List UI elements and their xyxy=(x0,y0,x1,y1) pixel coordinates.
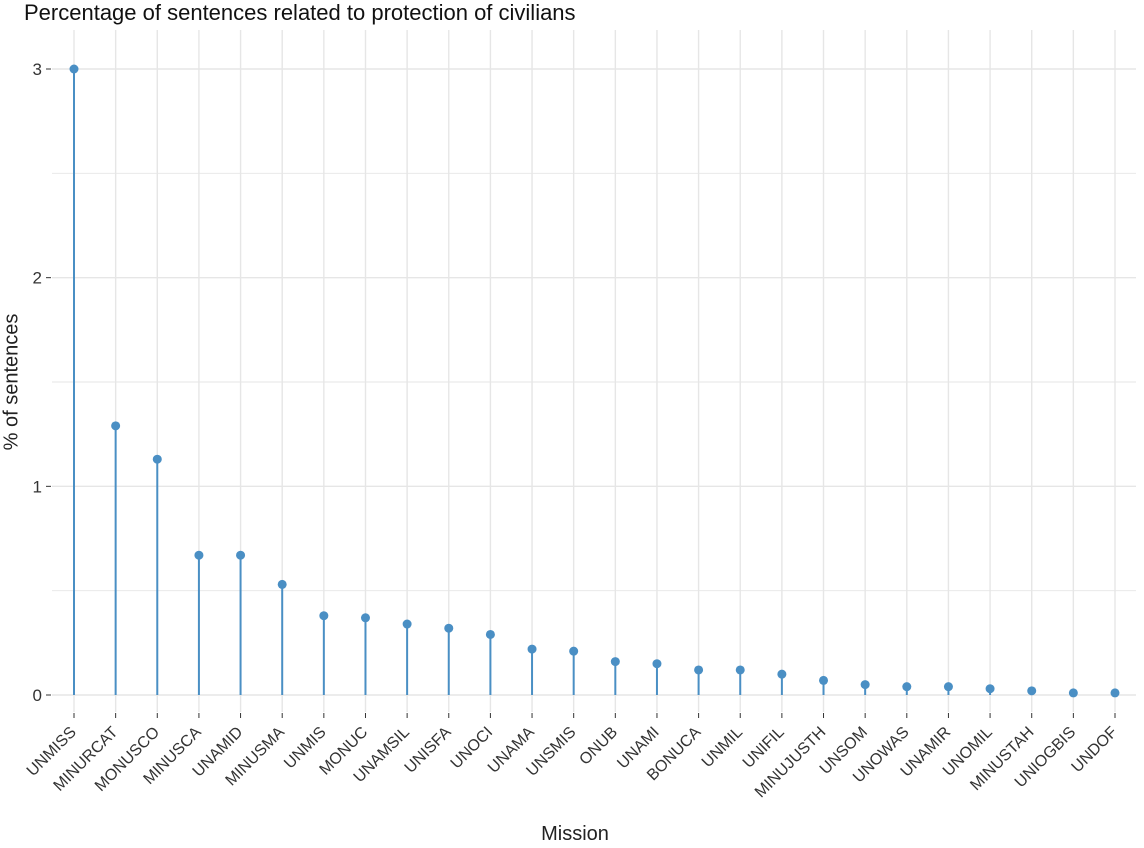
lollipop-point xyxy=(194,550,204,560)
lollipop-point xyxy=(985,684,995,694)
chart-title: Percentage of sentences related to prote… xyxy=(24,0,576,25)
x-tick-label: UNISFA xyxy=(402,724,455,777)
lollipop-point xyxy=(236,550,246,560)
lollipop-point xyxy=(69,64,79,74)
lollipop-point xyxy=(152,454,162,464)
lollipop-point xyxy=(444,623,454,633)
lollipop-point xyxy=(319,611,329,621)
lollipop-point xyxy=(1110,688,1120,698)
y-tick-label: 2 xyxy=(33,269,42,288)
y-tick-label: 0 xyxy=(33,686,42,705)
mark-layer xyxy=(69,64,1120,698)
lollipop-point xyxy=(360,613,370,623)
lollipop-point xyxy=(569,646,579,656)
lollipop-point xyxy=(652,659,662,669)
x-tick-label: ONUB xyxy=(576,724,621,769)
lollipop-point xyxy=(694,665,704,675)
lollipop-point xyxy=(735,665,745,675)
grid-layer xyxy=(52,30,1136,712)
lollipop-point xyxy=(902,682,912,692)
lollipop-point xyxy=(111,421,121,431)
axis-layer: 0123UNMISSMINURCATMONUSCOMINUSCAUNAMIDMI… xyxy=(24,60,1121,801)
lollipop-point xyxy=(777,669,787,679)
lollipop-point xyxy=(1068,688,1078,698)
lollipop-point xyxy=(943,682,953,692)
lollipop-point xyxy=(819,675,829,685)
lollipop-point xyxy=(277,579,287,589)
x-tick-label: UNDOF xyxy=(1069,724,1121,776)
lollipop-point xyxy=(485,629,495,639)
y-tick-label: 1 xyxy=(33,477,42,496)
x-axis-title: Mission xyxy=(541,823,609,845)
lollipop-point xyxy=(402,619,412,629)
lollipop-point xyxy=(1027,686,1037,696)
lollipop-point xyxy=(610,657,620,667)
lollipop-point xyxy=(527,644,537,654)
y-tick-label: 3 xyxy=(33,60,42,79)
x-tick-label: UNMIL xyxy=(699,724,746,771)
lollipop-point xyxy=(860,680,870,690)
y-axis-title: % of sentences xyxy=(0,313,23,451)
